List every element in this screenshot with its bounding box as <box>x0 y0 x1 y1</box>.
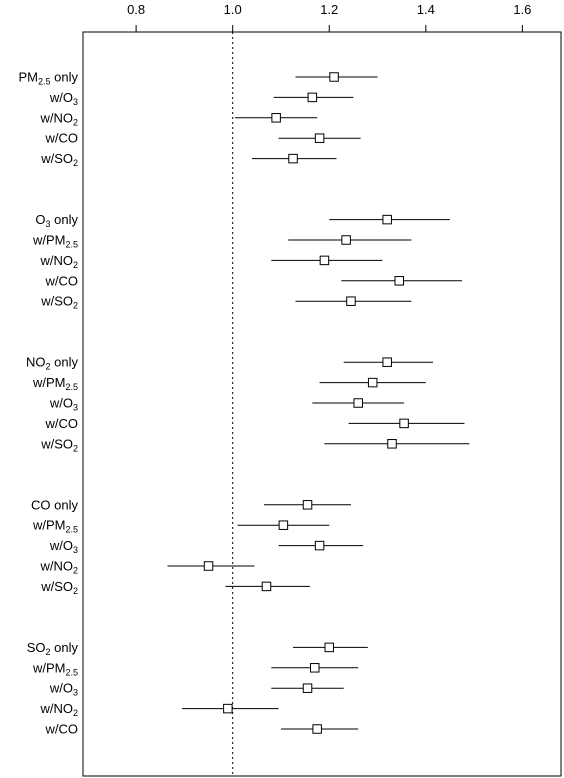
x-tick-label-4: 1.6 <box>513 2 531 17</box>
estimate-marker-3-2 <box>314 540 325 551</box>
row-label-0-3: w/CO <box>45 131 79 146</box>
row-label-1-0: O3 only <box>35 212 78 229</box>
estimate-marker-3-3 <box>203 561 214 571</box>
row-label-2-4: w/SO2 <box>40 436 78 453</box>
estimate-marker-4-3 <box>223 703 233 714</box>
plot-frame <box>82 31 562 777</box>
estimate-marker-1-2 <box>319 255 330 266</box>
estimate-marker-0-4 <box>288 153 298 164</box>
estimate-marker-2-0 <box>382 357 392 367</box>
estimate-marker-2-1 <box>367 377 378 388</box>
row-label-2-2: w/O3 <box>49 396 78 413</box>
row-label-1-4: w/SO2 <box>40 294 78 311</box>
row-label-3-2: w/O3 <box>49 538 78 555</box>
estimate-marker-4-1 <box>310 663 320 673</box>
x-tick-label-3: 1.4 <box>417 2 435 17</box>
estimate-marker-1-0 <box>382 214 392 225</box>
row-label-4-2: w/O3 <box>49 681 78 698</box>
row-labels: PM2.5 only w/O3 w/NO2 w/CO w/SO2 O3 only w/PM2… <box>19 70 79 737</box>
row-label-4-3: w/NO2 <box>39 701 78 718</box>
row-label-2-0: NO2 only <box>26 355 78 372</box>
x-tick-label-0: 0.8 <box>127 2 145 17</box>
estimate-marker-0-0 <box>329 72 339 82</box>
row-label-4-4: w/CO <box>45 722 79 737</box>
row-label-3-4: w/SO2 <box>40 579 78 596</box>
estimate-marker-4-2 <box>302 683 313 693</box>
row-label-2-1: w/PM2.5 <box>32 375 78 392</box>
row-label-0-0: PM2.5 only <box>19 70 79 87</box>
x-tick-label-1: 1.0 <box>224 2 242 17</box>
row-label-1-1: w/PM2.5 <box>32 233 78 250</box>
estimate-marker-4-4 <box>312 724 322 734</box>
row-label-2-3: w/CO <box>45 416 79 431</box>
estimate-rows <box>167 72 470 734</box>
row-label-3-0: CO only <box>31 497 78 512</box>
estimate-marker-4-0 <box>324 642 334 653</box>
estimate-marker-0-2 <box>271 113 281 123</box>
estimate-marker-1-1 <box>341 235 351 245</box>
estimate-marker-1-3 <box>394 276 405 286</box>
estimate-marker-2-2 <box>353 398 363 408</box>
x-axis: 0.8 1.0 1.2 1.4 1.6 <box>127 2 531 32</box>
row-label-0-2: w/NO2 <box>39 110 78 127</box>
row-label-3-1: w/PM2.5 <box>32 518 78 535</box>
row-label-4-0: SO2 only <box>27 640 79 657</box>
estimate-marker-3-4 <box>261 581 272 592</box>
estimate-marker-0-1 <box>307 92 318 103</box>
x-tick-label-2: 1.2 <box>320 2 338 17</box>
row-label-1-2: w/NO2 <box>39 253 78 270</box>
estimate-marker-3-0 <box>302 500 313 510</box>
row-label-3-3: w/NO2 <box>39 559 78 576</box>
row-label-4-1: w/PM2.5 <box>32 660 78 677</box>
estimate-marker-2-3 <box>399 418 409 429</box>
row-label-0-1: w/O3 <box>49 90 78 107</box>
estimate-marker-1-4 <box>346 296 356 306</box>
row-label-0-4: w/SO2 <box>40 151 78 168</box>
estimate-marker-0-3 <box>314 133 325 143</box>
estimate-marker-2-4 <box>387 439 397 449</box>
row-label-1-3: w/CO <box>45 273 79 288</box>
estimate-marker-3-1 <box>278 520 289 530</box>
